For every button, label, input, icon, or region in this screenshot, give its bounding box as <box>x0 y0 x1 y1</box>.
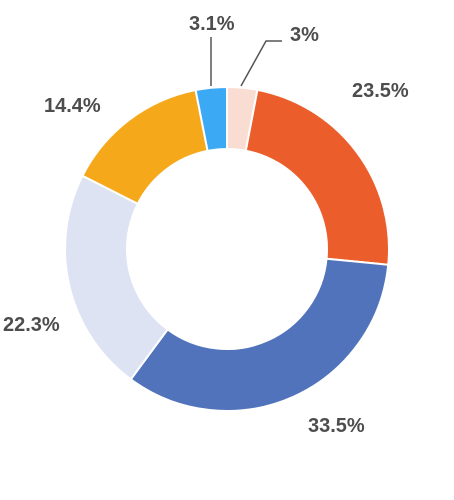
slice-label-6: 3.1% <box>189 13 235 35</box>
leader-line-1 <box>240 40 282 87</box>
donut-slices <box>64 85 390 413</box>
slice-6 <box>194 85 228 153</box>
slice-labels: 3% 23.5% 33.5% 22.3% 14.4% 3.1% <box>3 13 409 437</box>
slice-2 <box>244 88 390 266</box>
slice-label-1: 3% <box>290 24 319 46</box>
slice-label-4: 22.3% <box>3 314 60 336</box>
slice-label-3: 33.5% <box>308 415 365 437</box>
slice-label-5: 14.4% <box>44 95 101 117</box>
leader-lines <box>210 37 282 87</box>
slice-label-2: 23.5% <box>352 80 409 102</box>
slice-4 <box>64 174 170 381</box>
slice-3 <box>129 257 390 413</box>
